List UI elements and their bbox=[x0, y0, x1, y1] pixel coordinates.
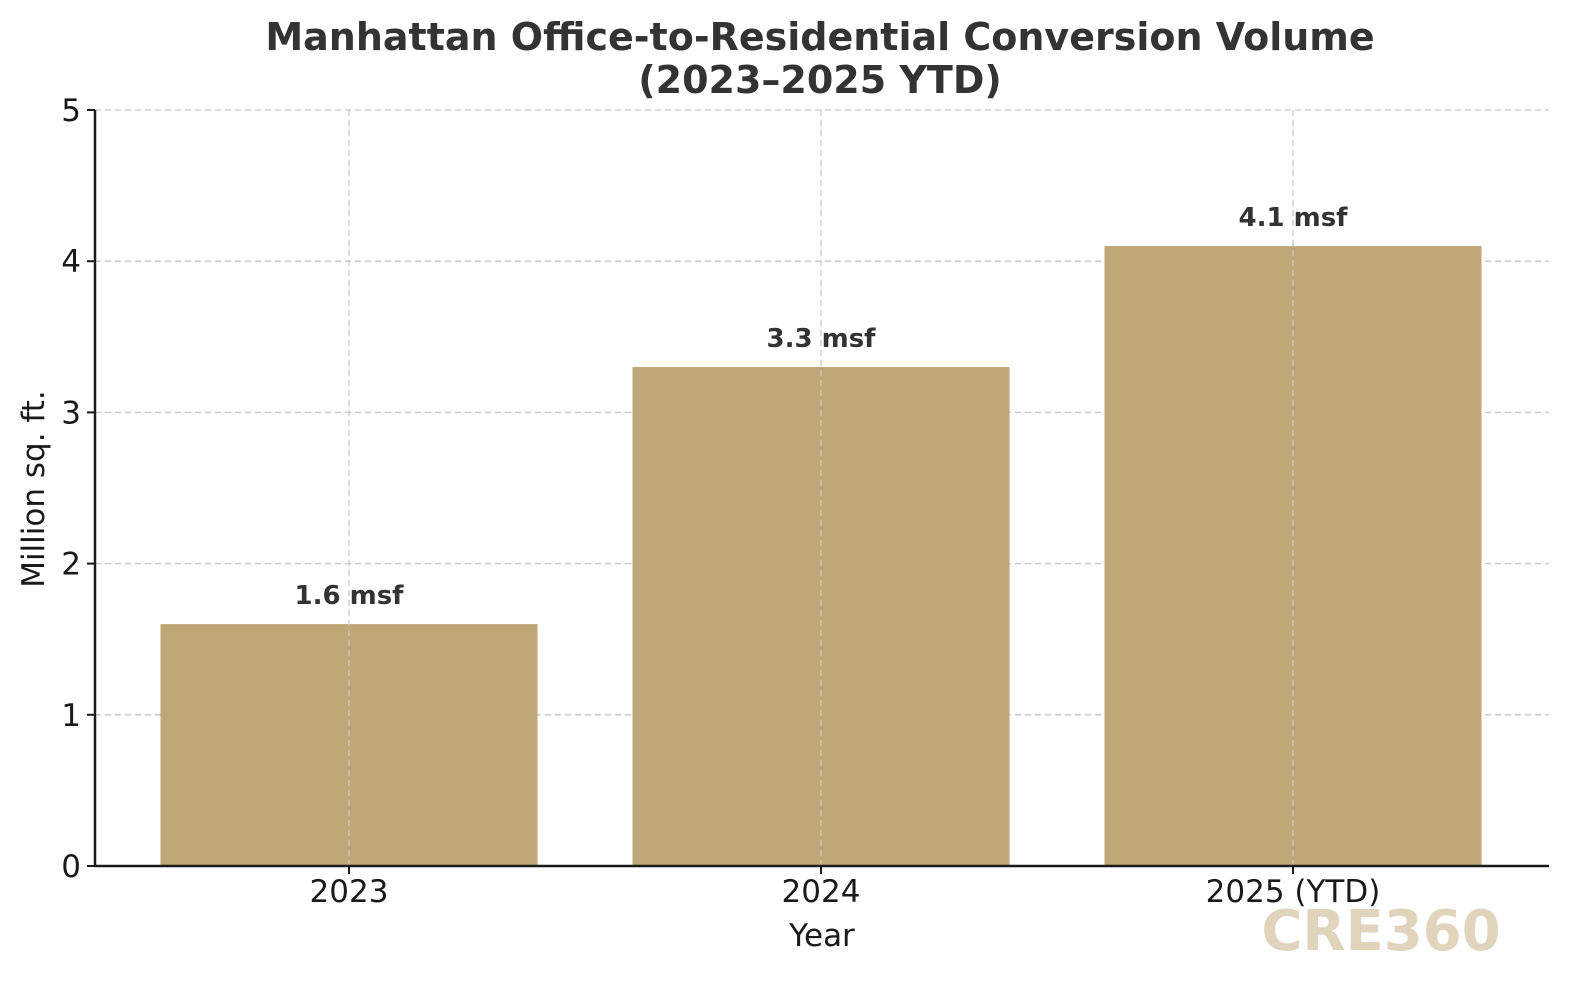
data-labels: 1.6 msf 3.3 msf 4.1 msf bbox=[295, 110, 1349, 866]
y-tick-label: 2 bbox=[61, 547, 81, 583]
watermark-logo: CRE360 bbox=[1261, 899, 1500, 964]
data-label: 1.6 msf bbox=[295, 581, 405, 611]
y-tick-label: 5 bbox=[61, 93, 81, 129]
data-label: 4.1 msf bbox=[1239, 203, 1349, 233]
y-tick-label: 1 bbox=[61, 698, 81, 734]
axes bbox=[87, 109, 1549, 874]
y-tick-label: 0 bbox=[61, 849, 81, 885]
x-axis-title: Year bbox=[788, 918, 855, 954]
data-label: 3.3 msf bbox=[767, 324, 877, 354]
y-axis-title: Million sq. ft. bbox=[16, 390, 52, 588]
y-tick-label: 3 bbox=[61, 395, 81, 431]
x-tick-label: 2025 (YTD) bbox=[1206, 874, 1381, 910]
x-tick-label: 2023 bbox=[310, 874, 389, 910]
x-tick-labels: 2023 2024 2025 (YTD) bbox=[310, 874, 1381, 910]
x-tick-label: 2024 bbox=[782, 874, 861, 910]
y-tick-labels: 0 1 2 3 4 5 bbox=[61, 93, 81, 885]
chart-title: Manhattan Office-to-Residential Conversi… bbox=[265, 15, 1374, 59]
y-tick-label: 4 bbox=[61, 244, 81, 280]
chart-subtitle: (2023–2025 YTD) bbox=[638, 58, 1001, 102]
